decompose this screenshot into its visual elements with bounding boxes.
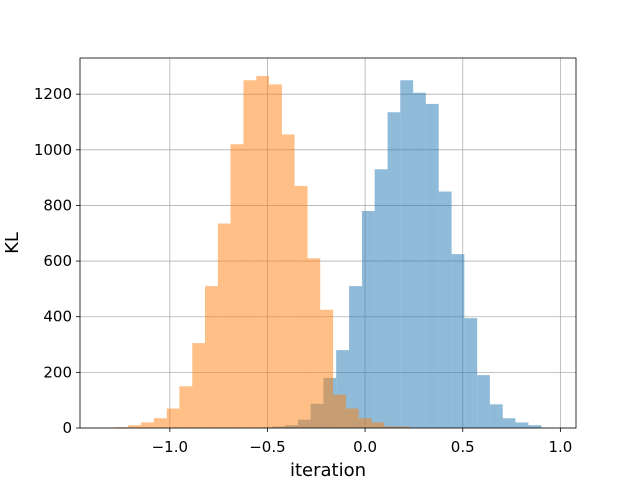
histogram-bar — [153, 418, 167, 428]
histogram-bar — [345, 408, 359, 428]
y-tick-label: 200 — [43, 363, 72, 381]
histogram-bar — [425, 103, 439, 428]
histogram-bar — [166, 408, 180, 428]
y-tick-label: 1200 — [34, 85, 72, 103]
histogram-bar — [294, 185, 308, 428]
x-axis-ticks: −1.0 −0.5 0.0 0.5 1.0 — [152, 428, 572, 456]
histogram-bar — [320, 309, 334, 428]
histogram-bar — [387, 112, 401, 429]
x-axis-label: iteration — [290, 460, 366, 480]
histogram-bar — [230, 144, 244, 428]
y-tick-label: 1000 — [34, 141, 72, 159]
histogram-bar — [256, 76, 270, 429]
histogram-bar — [243, 80, 257, 428]
histogram-bar — [451, 254, 465, 428]
histogram-bar — [179, 386, 193, 428]
histogram-bar — [333, 394, 346, 428]
histogram-bar — [192, 343, 205, 428]
histogram-bar — [464, 318, 478, 428]
y-axis-label: KL — [2, 232, 23, 254]
histogram-bar — [477, 375, 490, 428]
histogram-bar — [400, 80, 414, 428]
histogram-bar — [371, 422, 385, 428]
histogram-bar — [528, 425, 542, 428]
series-2 — [115, 76, 411, 429]
histogram-bar — [217, 223, 231, 428]
histogram-bar — [397, 426, 411, 428]
histogram-bar — [384, 426, 398, 428]
y-tick-label: 400 — [43, 308, 72, 326]
histogram-bar — [128, 425, 141, 428]
histogram-bar — [115, 427, 129, 428]
histogram-bar — [349, 286, 362, 428]
histogram-bar — [413, 92, 426, 428]
x-tick-label: −0.5 — [249, 438, 285, 456]
x-tick-label: 0.0 — [353, 438, 377, 456]
histogram-bar — [281, 134, 295, 428]
histogram-bars — [115, 76, 542, 429]
y-tick-label: 800 — [43, 196, 72, 214]
histogram-bar — [502, 418, 516, 428]
histogram-bar — [269, 84, 282, 428]
x-tick-label: −1.0 — [152, 438, 188, 456]
axes-frame — [79, 57, 577, 429]
histogram-bar — [489, 404, 503, 428]
histogram-bar — [140, 422, 154, 428]
histogram-bar — [438, 191, 452, 428]
histogram-bar — [307, 258, 321, 428]
series-1 — [259, 80, 542, 429]
histogram-bar — [204, 286, 218, 428]
histogram-bar — [361, 211, 375, 428]
histogram-bar — [358, 418, 372, 428]
histogram-bar — [374, 169, 388, 428]
x-tick-label: 1.0 — [548, 438, 572, 456]
histogram-bar — [515, 422, 529, 428]
y-tick-label: 0 — [62, 419, 72, 437]
y-axis-ticks: 0 200 400 600 800 1000 1200 — [34, 85, 80, 437]
y-tick-label: 600 — [43, 252, 72, 270]
x-tick-label: 0.5 — [451, 438, 475, 456]
